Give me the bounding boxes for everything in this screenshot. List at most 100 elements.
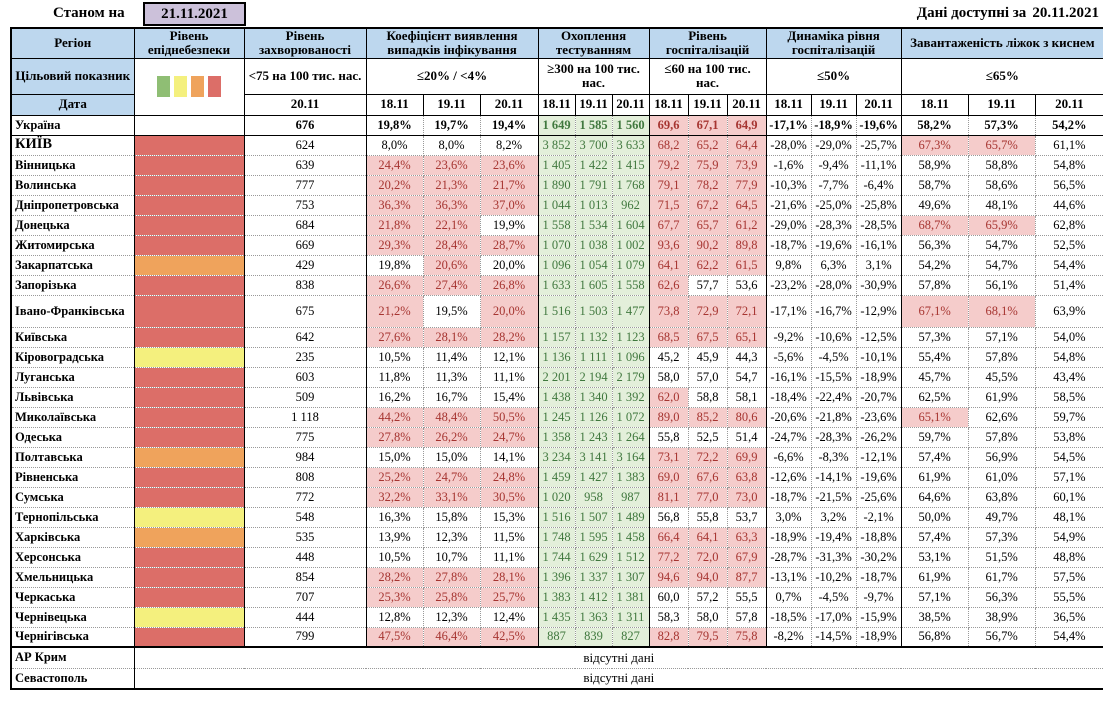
testing-cell: 1 002	[612, 235, 650, 256]
epidemic-level-cell	[134, 275, 245, 296]
bed-occupancy-cell: 61,7%	[968, 567, 1036, 588]
testing-cell: 1 363	[575, 607, 613, 628]
hospitalization-cell: 90,2	[688, 235, 728, 256]
dynamics-cell: -1,6%	[765, 155, 812, 176]
bed-occupancy-cell: 38,5%	[900, 607, 969, 628]
hospitalization-cell: 81,1	[648, 487, 689, 508]
detection-cell: 37,0%	[480, 195, 539, 216]
detection-cell: 19,8%	[365, 114, 424, 136]
bed-occupancy-cell: 61,1%	[1035, 135, 1103, 156]
bed-occupancy-cell: 63,9%	[1035, 295, 1103, 328]
testing-cell: 839	[575, 627, 613, 649]
incidence-cell: 753	[243, 195, 367, 216]
date-cell: 18.11	[765, 93, 812, 116]
bed-occupancy-cell: 56,7%	[968, 627, 1036, 649]
bed-occupancy-cell: 44,6%	[1035, 195, 1103, 216]
bed-occupancy-cell: 58,6%	[968, 175, 1036, 196]
bed-occupancy-cell: 45,5%	[968, 367, 1036, 388]
region-cell: Сумська	[11, 487, 135, 508]
testing-cell: 1 337	[575, 567, 613, 588]
hospitalization-cell: 89,8	[727, 235, 767, 256]
dynamics-cell: -23,2%	[765, 275, 812, 296]
incidence-cell: 429	[243, 255, 367, 276]
region-cell: КИЇВ	[11, 135, 135, 156]
testing-cell: 887	[537, 627, 576, 649]
hospitalization-cell: 57,0	[688, 367, 728, 388]
epidemic-level-cell	[134, 175, 245, 196]
testing-cell: 1 245	[537, 407, 576, 428]
legend-squares	[137, 76, 242, 98]
table-row: КИЇВ 624 8,0% 8,0% 8,2% 3 852 3 700 3 633 68,2 65…	[11, 135, 1103, 156]
dynamics-cell: -6,6%	[765, 447, 812, 468]
testing-cell: 1 435	[537, 607, 576, 628]
testing-cell: 1 013	[575, 195, 613, 216]
region-cell: Львівська	[11, 387, 135, 408]
detection-cell: 24,4%	[365, 155, 424, 176]
bed-occupancy-cell: 43,4%	[1035, 367, 1103, 388]
dynamics-cell: 6,3%	[811, 255, 857, 276]
hospitalization-cell: 53,6	[727, 275, 767, 296]
dynamics-cell: -6,4%	[856, 175, 902, 196]
dynamics-cell: -18,9%	[856, 627, 902, 649]
table-row: Одеська 775 27,8% 26,2% 24,7% 1 358 1 243 1 264…	[11, 427, 1103, 448]
testing-cell: 1 243	[575, 427, 613, 448]
detection-cell: 46,4%	[423, 627, 481, 649]
hospitalization-cell: 56,8	[648, 507, 689, 528]
table-row: Тернопільська 548 16,3% 15,8% 15,3% 1 516 1 50…	[11, 507, 1103, 528]
date-cell: 18.11	[365, 93, 424, 116]
region-cell: Запорізька	[11, 275, 135, 296]
date-cell: 20.11	[611, 93, 650, 116]
bed-occupancy-cell: 65,1%	[900, 407, 969, 428]
dynamics-cell: -12,5%	[856, 327, 902, 348]
epidemic-level-cell	[134, 427, 245, 448]
date-cell: 18.11	[537, 93, 576, 116]
dynamics-cell: 3,0%	[765, 507, 812, 528]
bed-occupancy-cell: 55,5%	[1035, 587, 1103, 608]
bed-occupancy-cell: 48,8%	[1035, 547, 1103, 568]
target-testing: ≥300 на 100 тис. нас.	[537, 57, 650, 95]
bed-occupancy-cell: 56,9%	[968, 447, 1036, 468]
table-row: Хмельницька 854 28,2% 27,8% 28,1% 1 396 1 337 1…	[11, 567, 1103, 588]
region-cell: Київська	[11, 327, 135, 348]
hospitalization-cell: 57,7	[688, 275, 728, 296]
detection-cell: 25,3%	[365, 587, 424, 608]
bed-occupancy-cell: 57,8%	[968, 347, 1036, 368]
epidemic-level-cell	[134, 407, 245, 428]
testing-cell: 1 358	[537, 427, 576, 448]
detection-cell: 10,5%	[365, 547, 424, 568]
table-row: Київська 642 27,6% 28,1% 28,2% 1 157 1 132 1 12…	[11, 327, 1103, 348]
epidemic-level-cell	[134, 295, 245, 328]
detection-cell: 11,1%	[480, 367, 539, 388]
testing-cell: 1 111	[575, 347, 613, 368]
detection-cell: 24,7%	[480, 427, 539, 448]
hospitalization-cell: 89,0	[648, 407, 689, 428]
dynamics-cell: -18,8%	[856, 527, 902, 548]
incidence-cell: 775	[243, 427, 367, 448]
bed-occupancy-cell: 54,2%	[900, 255, 969, 276]
epidemic-level-cell	[134, 347, 245, 368]
table-row: Луганська 603 11,8% 11,3% 11,1% 2 201 2 194 2 1…	[11, 367, 1103, 388]
incidence-cell: 444	[243, 607, 367, 628]
bed-occupancy-cell: 57,8%	[900, 275, 969, 296]
detection-cell: 8,2%	[480, 135, 539, 156]
testing-cell: 1 516	[537, 507, 576, 528]
bed-occupancy-cell: 58,7%	[900, 175, 969, 196]
bed-occupancy-cell: 56,3%	[968, 587, 1036, 608]
dynamics-cell: -11,1%	[856, 155, 902, 176]
dynamics-cell: -20,6%	[765, 407, 812, 428]
no-data-cell: відсутні дані	[134, 647, 1103, 669]
testing-cell: 962	[612, 195, 650, 216]
bed-occupancy-cell: 62,8%	[1035, 215, 1103, 236]
hospitalization-cell: 80,6	[727, 407, 767, 428]
hospitalization-cell: 72,1	[727, 295, 767, 328]
dynamics-cell: -10,6%	[811, 327, 857, 348]
testing-cell: 2 194	[575, 367, 613, 388]
bed-occupancy-cell: 67,1%	[900, 295, 969, 328]
bed-occupancy-cell: 54,0%	[1035, 327, 1103, 348]
bed-occupancy-cell: 57,3%	[968, 527, 1036, 548]
testing-cell: 1 381	[612, 587, 650, 608]
dynamics-cell: -13,1%	[765, 567, 812, 588]
target-oxygen-beds: ≤65%	[900, 57, 1103, 95]
bed-occupancy-cell: 54,5%	[1035, 447, 1103, 468]
